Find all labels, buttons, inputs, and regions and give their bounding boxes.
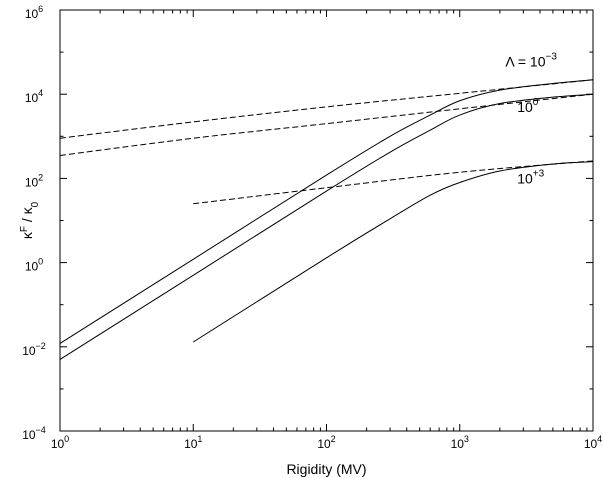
annotation-lambda-0: 100 bbox=[517, 97, 539, 115]
y-tick-label: 102 bbox=[25, 172, 43, 189]
x-tick-base: 10 bbox=[184, 437, 198, 451]
annotation-base: 10 bbox=[530, 53, 546, 69]
series-dashed-line-4 bbox=[59, 93, 594, 156]
y-tick-base: 10 bbox=[25, 91, 39, 105]
y-tick-label: 106 bbox=[25, 4, 43, 21]
x-tick-label: 100 bbox=[51, 434, 69, 451]
x-tick-exp: 3 bbox=[464, 434, 469, 444]
series-solid-line-2 bbox=[192, 161, 594, 343]
x-tick-label: 101 bbox=[184, 434, 202, 451]
y-tick-exp: −2 bbox=[36, 341, 46, 351]
annotation-exp: 0 bbox=[533, 97, 539, 108]
x-tick-exp: 2 bbox=[331, 434, 336, 444]
annotation-base: 10 bbox=[517, 171, 533, 187]
x-tick-exp: 0 bbox=[64, 434, 69, 444]
annotation-exp: +3 bbox=[533, 169, 545, 180]
series-layer bbox=[59, 79, 594, 360]
y-axis-label-sep: / bbox=[19, 214, 35, 226]
y-tick-base: 10 bbox=[22, 428, 36, 442]
y-axis-label: κF / κ0 bbox=[19, 201, 41, 239]
y-axis-label-sup: F bbox=[19, 226, 30, 232]
y-tick-exp: 2 bbox=[38, 172, 43, 182]
y-tick-base: 10 bbox=[25, 7, 39, 21]
x-axis-label: Rigidity (MV) bbox=[286, 461, 366, 477]
x-tick-base: 10 bbox=[51, 437, 65, 451]
y-tick-label: 100 bbox=[25, 257, 43, 274]
annotation-exp: −3 bbox=[546, 51, 558, 62]
annotation-lambda-pos3: 10+3 bbox=[517, 169, 544, 187]
x-tick-label: 102 bbox=[317, 434, 335, 451]
series-solid-line-0 bbox=[59, 79, 594, 344]
y-tick-base: 10 bbox=[25, 175, 39, 189]
y-tick-base: 10 bbox=[22, 344, 36, 358]
y-tick-label: 104 bbox=[25, 88, 43, 105]
x-tick-base: 10 bbox=[451, 437, 465, 451]
y-axis-label-sub: 0 bbox=[30, 201, 41, 207]
y-tick-base: 10 bbox=[25, 260, 39, 274]
annotation-base: 10 bbox=[517, 99, 533, 115]
plot-frame bbox=[59, 9, 594, 432]
x-tick-label: 103 bbox=[451, 434, 469, 451]
y-tick-exp: 4 bbox=[38, 88, 43, 98]
y-tick-label: 10−4 bbox=[22, 425, 46, 442]
y-axis-label-kappa0: κ bbox=[19, 206, 35, 214]
series-dashed-line-5 bbox=[193, 160, 594, 205]
x-tick-base: 10 bbox=[584, 437, 598, 451]
y-tick-exp: 6 bbox=[38, 4, 43, 14]
annotation-lambda-neg3: Λ = 10−3 bbox=[505, 51, 557, 69]
y-tick-exp: 0 bbox=[38, 257, 43, 267]
y-axis-label-kappa: κ bbox=[19, 231, 35, 239]
series-solid-line-1 bbox=[59, 93, 594, 360]
x-tick-exp: 4 bbox=[597, 434, 602, 444]
y-tick-exp: −4 bbox=[36, 425, 46, 435]
ticks bbox=[59, 9, 594, 432]
x-tick-label: 104 bbox=[584, 434, 602, 451]
x-tick-base: 10 bbox=[317, 437, 331, 451]
annotation-prefix: Λ = bbox=[505, 53, 530, 69]
y-tick-label: 10−2 bbox=[22, 341, 46, 358]
x-tick-exp: 1 bbox=[197, 434, 202, 444]
